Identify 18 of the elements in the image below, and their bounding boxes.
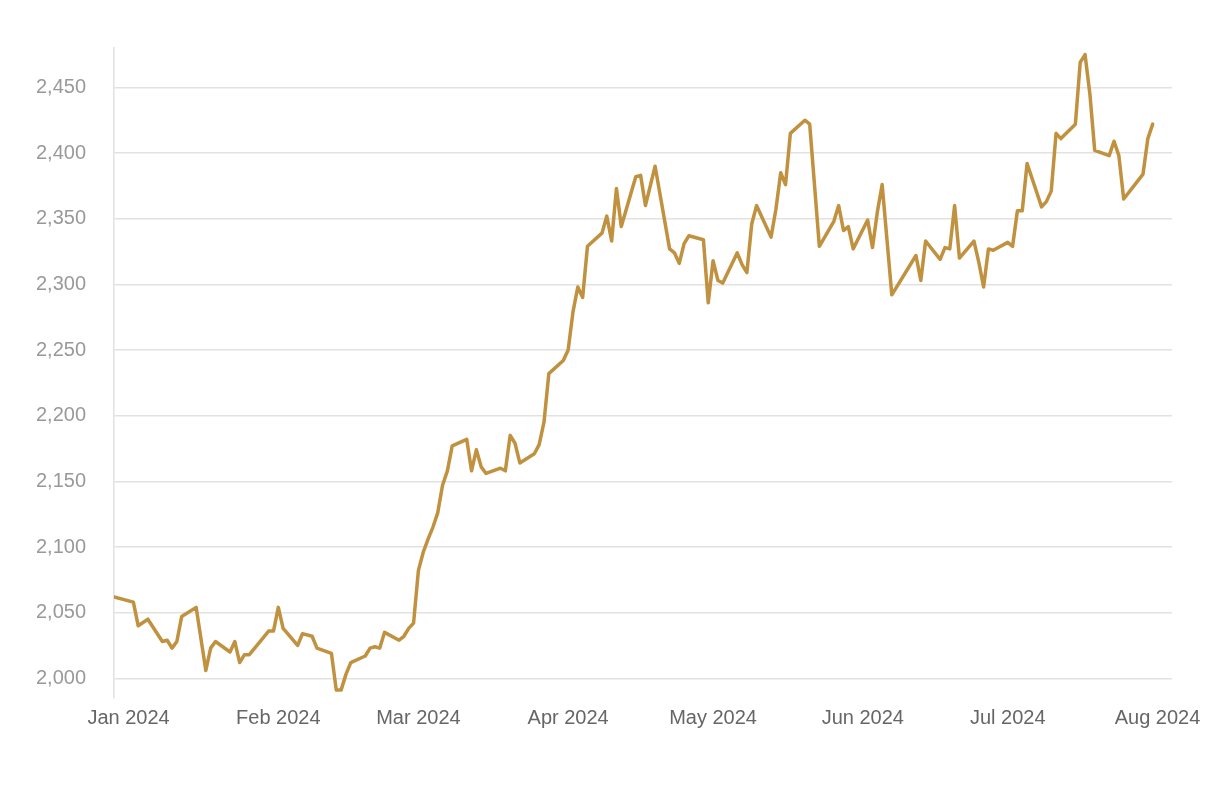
y-tick-label: 2,450 bbox=[35, 74, 87, 97]
x-tick-label: Apr 2024 bbox=[527, 705, 609, 728]
x-tick-label: Aug 2024 bbox=[1114, 705, 1201, 728]
y-tick-label: 2,050 bbox=[35, 600, 87, 623]
y-tick-label: 2,100 bbox=[35, 534, 87, 557]
x-tick-label: Jul 2024 bbox=[969, 705, 1046, 728]
y-tick-label: 2,200 bbox=[35, 403, 87, 426]
y-tick-label: 2,250 bbox=[35, 337, 87, 360]
y-tick-label: 2,350 bbox=[35, 206, 87, 229]
x-tick-label: Feb 2024 bbox=[236, 705, 321, 728]
x-tick-label: Jun 2024 bbox=[821, 705, 904, 728]
x-tick-label: Mar 2024 bbox=[376, 705, 461, 728]
y-tick-label: 2,300 bbox=[35, 271, 87, 294]
x-tick-label: May 2024 bbox=[669, 705, 757, 728]
y-tick-label: 2,150 bbox=[35, 468, 87, 491]
x-tick-label: Jan 2024 bbox=[87, 705, 170, 728]
y-tick-label: 2,400 bbox=[35, 140, 87, 163]
y-tick-label: 2,000 bbox=[35, 665, 87, 688]
